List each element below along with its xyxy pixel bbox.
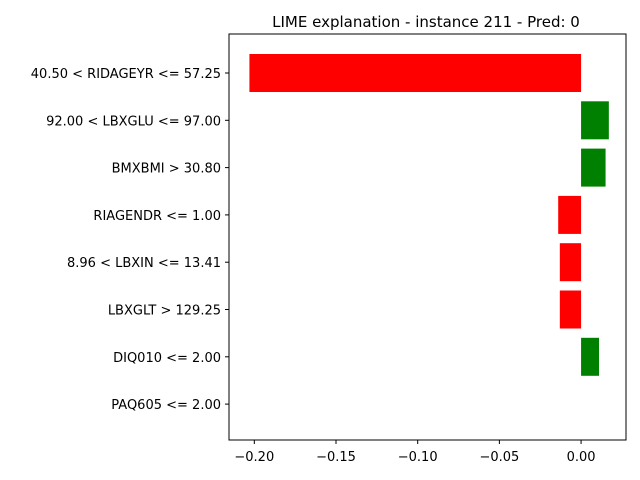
y-tick-label-3: RIAGENDR <= 1.00 (93, 209, 221, 224)
y-tick-label-4: 8.96 < LBXIN <= 13.41 (67, 256, 221, 271)
bar-2 (581, 148, 606, 187)
bar-0 (249, 54, 582, 92)
y-axis-ticks: 40.50 < RIDAGEYR <= 57.25 92.00 < LBXGLU … (31, 67, 229, 413)
bar-6 (581, 337, 600, 376)
x-axis-ticks: −0.20 −0.15 −0.10 −0.05 0.00 (234, 440, 596, 465)
y-tick-label-6: DIQ010 <= 2.00 (113, 351, 221, 366)
y-tick-label-0: 40.50 < RIDAGEYR <= 57.25 (31, 67, 221, 82)
x-tick-label-2: −0.10 (398, 450, 438, 465)
bar-1 (581, 101, 609, 140)
x-tick-label-0: −0.20 (234, 450, 274, 465)
bars-group (249, 54, 609, 376)
x-tick-label-1: −0.15 (316, 450, 356, 465)
bar-4 (559, 243, 582, 282)
bar-5 (559, 290, 582, 329)
bar-3 (558, 195, 582, 234)
chart-title: LIME explanation - instance 211 - Pred: … (272, 13, 580, 31)
x-tick-label-4: 0.00 (567, 450, 596, 465)
y-tick-label-7: PAQ605 <= 2.00 (111, 398, 221, 413)
plot-frame (228, 33, 627, 441)
x-tick-label-3: −0.05 (479, 450, 519, 465)
y-tick-label-1: 92.00 < LBXGLU <= 97.00 (46, 114, 221, 129)
y-tick-label-5: LBXGLT > 129.25 (108, 304, 221, 319)
y-tick-label-2: BMXBMI > 30.80 (112, 162, 221, 177)
